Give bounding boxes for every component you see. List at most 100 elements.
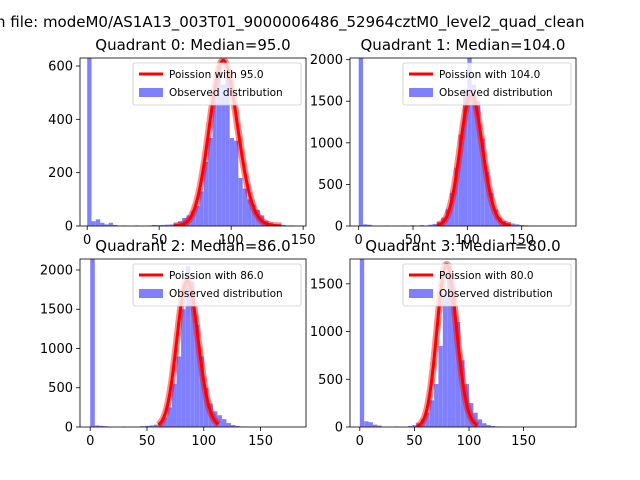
hist-bar xyxy=(412,425,417,427)
y-tick-label: 1000 xyxy=(310,136,343,151)
hist-bar xyxy=(225,76,230,226)
hist-bar xyxy=(194,324,200,427)
legend-label-poisson: Poission with 86.0 xyxy=(169,270,264,282)
hist-bar xyxy=(482,423,487,427)
hist-bar xyxy=(190,211,196,226)
hist-bar xyxy=(162,417,168,427)
hist-bar xyxy=(451,288,456,427)
hist-bar xyxy=(477,419,483,427)
hist-bar xyxy=(242,188,247,226)
x-tick-label: 50 xyxy=(151,233,168,248)
y-tick-label: 500 xyxy=(318,373,343,388)
x-tick-label: 150 xyxy=(509,233,534,248)
hist-bar xyxy=(429,400,435,427)
hist-bar xyxy=(515,224,520,226)
hist-bar xyxy=(486,425,491,427)
y-tick-label: 400 xyxy=(48,113,73,128)
legend: Poission with 86.0 Observed distribution xyxy=(132,263,302,307)
hist-bar xyxy=(460,360,465,427)
hist-bar xyxy=(234,140,239,226)
hist-bar xyxy=(203,387,209,427)
hist-bar xyxy=(217,415,222,427)
hist-bar xyxy=(149,425,154,427)
hist-bar xyxy=(367,224,372,226)
hist-bar xyxy=(144,425,150,427)
hist-bar xyxy=(377,425,382,427)
x-tick-label: 100 xyxy=(455,233,480,248)
y-tick-label: 0 xyxy=(335,220,343,235)
hist-bar xyxy=(510,223,516,226)
hist-bar xyxy=(358,58,364,226)
legend-box xyxy=(402,263,572,307)
axes-frame xyxy=(349,258,577,428)
hist-bar xyxy=(454,167,459,226)
legend-patch-swatch xyxy=(409,289,433,298)
y-tick-label: 1500 xyxy=(40,303,73,318)
hist-bar xyxy=(251,204,256,226)
hist-bar xyxy=(359,259,365,427)
hist-bar xyxy=(153,424,159,427)
hist-bar xyxy=(449,192,455,226)
hist-bar xyxy=(473,412,478,427)
hist-bar xyxy=(519,225,524,226)
legend-label-observed: Observed distribution xyxy=(439,288,553,300)
hist-bar xyxy=(208,138,213,226)
hist-bar xyxy=(432,223,437,226)
hist-bar xyxy=(438,345,443,427)
hist-bar xyxy=(199,356,204,427)
hist-bar xyxy=(368,422,373,427)
hist-bar xyxy=(171,383,177,427)
figure-suptitle: n file: modeM0/AS1A13_003T01_9000006486_… xyxy=(0,13,585,32)
y-tick-label: 0 xyxy=(335,421,343,436)
hist-bar xyxy=(434,384,439,427)
axes-frame xyxy=(79,258,307,428)
hist-bar xyxy=(190,281,195,427)
y-tick-label: 600 xyxy=(48,60,73,75)
hist-bar xyxy=(104,224,109,226)
hist-bar xyxy=(99,425,104,427)
hist-bar xyxy=(231,425,236,427)
hist-bar xyxy=(91,221,96,226)
y-tick-label: 0 xyxy=(65,421,73,436)
x-tick-label: 100 xyxy=(219,233,244,248)
hist-bar xyxy=(221,84,226,226)
legend-patch-swatch xyxy=(409,88,433,97)
hist-bar xyxy=(493,209,498,226)
hist-bar xyxy=(113,224,118,226)
legend-box xyxy=(132,62,302,106)
hist-bar xyxy=(490,426,496,427)
hist-bar xyxy=(176,356,182,427)
hist-bar xyxy=(235,426,241,427)
hist-bar xyxy=(419,225,424,226)
hist-bar xyxy=(108,222,114,226)
hist-bar xyxy=(229,138,235,226)
legend-box xyxy=(402,62,572,106)
axes-frame xyxy=(349,57,577,227)
hist-bar xyxy=(246,199,252,226)
hist-bar xyxy=(372,424,378,427)
y-tick-label: 1000 xyxy=(310,325,343,340)
panel-title: Quadrant 1: Median=104.0 xyxy=(361,36,566,54)
legend-label-observed: Observed distribution xyxy=(439,87,553,99)
hist-bar xyxy=(164,224,170,226)
hist-bar xyxy=(169,224,174,226)
x-tick-label: 0 xyxy=(86,434,94,449)
hist-bar xyxy=(463,88,468,226)
x-tick-label: 0 xyxy=(83,233,91,248)
x-tick-label: 50 xyxy=(139,434,156,449)
x-tick-label: 100 xyxy=(457,434,482,449)
legend: Poission with 80.0 Observed distribution xyxy=(402,263,572,307)
hist-bar xyxy=(442,293,448,427)
hist-bar xyxy=(212,100,217,226)
legend-label-poisson: Poission with 95.0 xyxy=(169,69,264,81)
legend: Poission with 104.0 Observed distribution xyxy=(402,62,572,106)
hist-bar xyxy=(181,309,186,427)
hist-bar xyxy=(480,138,485,226)
x-tick-label: 50 xyxy=(405,233,422,248)
hist-bar xyxy=(100,222,105,226)
hist-bar xyxy=(428,224,433,226)
legend-label-poisson: Poission with 104.0 xyxy=(439,69,540,81)
